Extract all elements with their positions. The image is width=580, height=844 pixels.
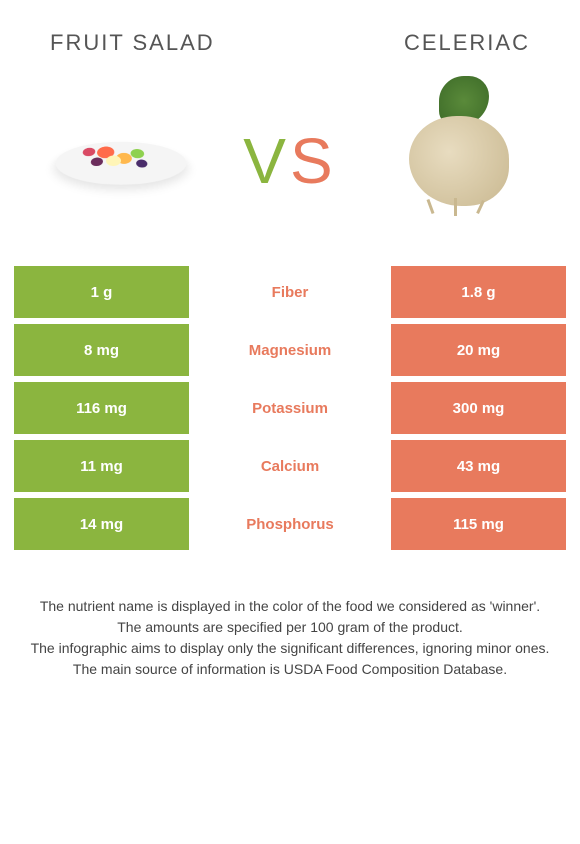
table-row: 11 mg Calcium 43 mg: [14, 440, 566, 492]
table-row: 14 mg Phosphorus 115 mg: [14, 498, 566, 550]
left-value: 1 g: [14, 266, 189, 318]
footer-line: The amounts are specified per 100 gram o…: [20, 617, 560, 638]
right-value: 300 mg: [391, 382, 566, 434]
vs-v: V: [243, 125, 290, 197]
footer-line: The nutrient name is displayed in the co…: [20, 596, 560, 617]
nutrient-name: Phosphorus: [189, 498, 391, 550]
header: Fruit salad Celeriac: [0, 0, 580, 66]
table-row: 8 mg Magnesium 20 mg: [14, 324, 566, 376]
left-value: 11 mg: [14, 440, 189, 492]
right-value: 43 mg: [391, 440, 566, 492]
footer-line: The main source of information is USDA F…: [20, 659, 560, 680]
left-value: 8 mg: [14, 324, 189, 376]
right-value: 115 mg: [391, 498, 566, 550]
vs-label: VS: [243, 124, 336, 198]
table-row: 116 mg Potassium 300 mg: [14, 382, 566, 434]
footer-line: The infographic aims to display only the…: [20, 638, 560, 659]
fruit-salad-image: [41, 91, 201, 231]
nutrient-name: Fiber: [189, 266, 391, 318]
table-row: 1 g Fiber 1.8 g: [14, 266, 566, 318]
footer: The nutrient name is displayed in the co…: [0, 556, 580, 700]
left-title: Fruit salad: [50, 30, 215, 56]
celeriac-image: [379, 91, 539, 231]
nutrient-name: Potassium: [189, 382, 391, 434]
nutrient-name: Magnesium: [189, 324, 391, 376]
right-value: 1.8 g: [391, 266, 566, 318]
nutrient-table: 1 g Fiber 1.8 g 8 mg Magnesium 20 mg 116…: [0, 266, 580, 550]
nutrient-name: Calcium: [189, 440, 391, 492]
left-value: 116 mg: [14, 382, 189, 434]
right-value: 20 mg: [391, 324, 566, 376]
images-row: VS: [0, 66, 580, 266]
vs-s: S: [290, 125, 337, 197]
right-title: Celeriac: [404, 30, 530, 56]
left-value: 14 mg: [14, 498, 189, 550]
